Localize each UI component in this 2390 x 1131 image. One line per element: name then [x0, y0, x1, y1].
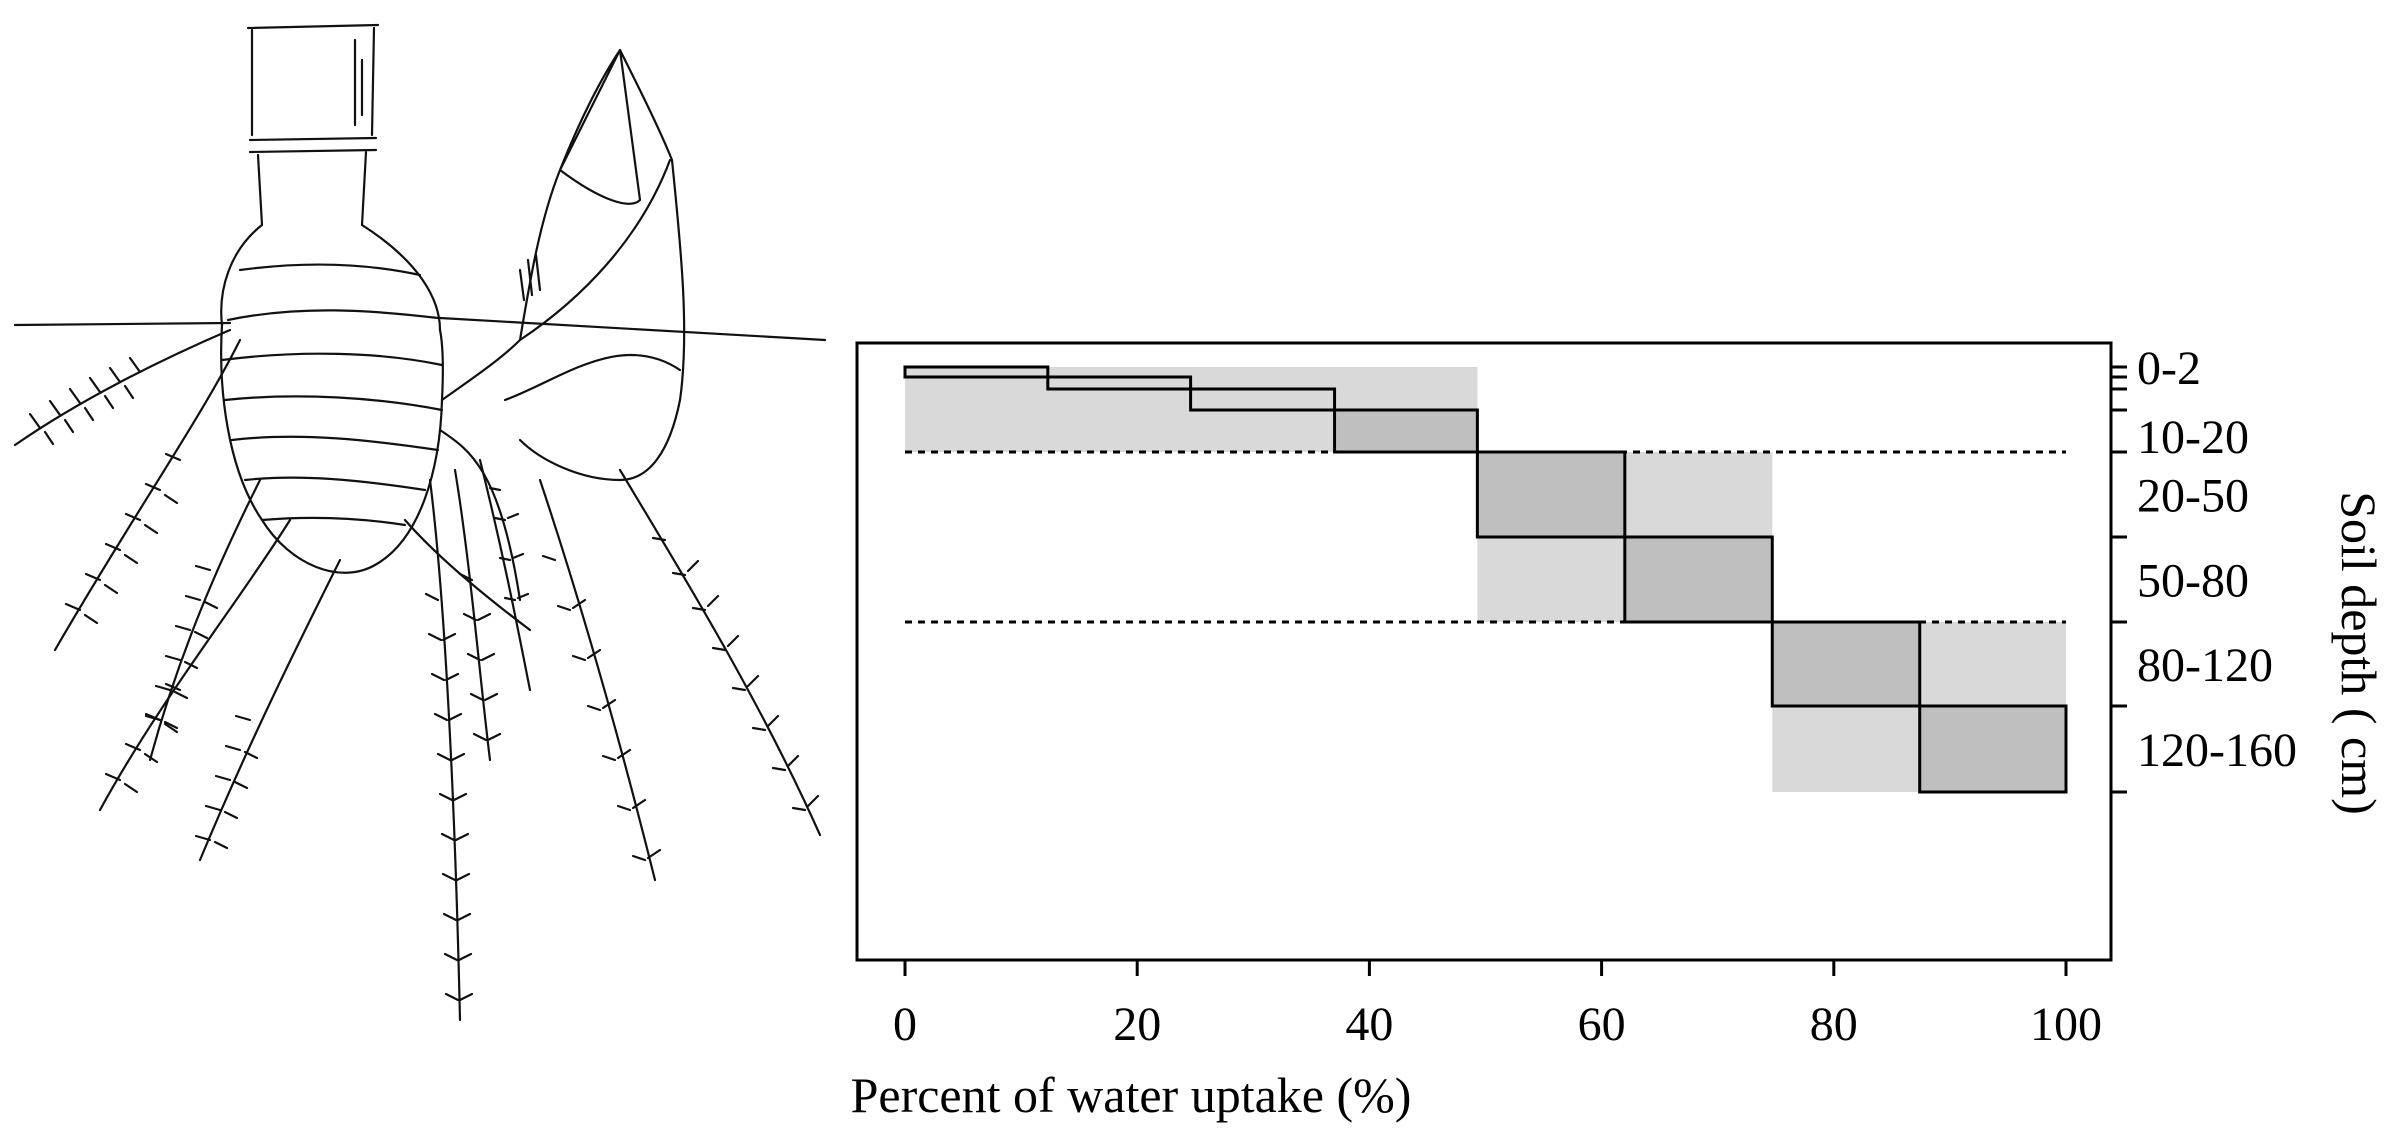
- x-tick-label-0: 0: [893, 998, 917, 1051]
- x-tick-label-20: 20: [1113, 998, 1161, 1051]
- bamboo-culm: [220, 23, 442, 332]
- x-tick-label-60: 60: [1578, 998, 1626, 1051]
- water-uptake-chart: 0 20 40 60 80 100 0-2 10-20 20-50 50-80 80-120 120…: [851, 341, 2387, 1123]
- x-axis: 0 20 40 60 80 100: [893, 960, 2102, 1051]
- bars-layer: [903, 365, 2068, 794]
- plot-frame: [855, 341, 2113, 962]
- uptake-bar-0-2: [903, 365, 1050, 379]
- uptake-bar-20-50: [1475, 450, 1627, 539]
- y-tick-label-10-20: 10-20: [2137, 411, 2249, 464]
- uptake-bar-120-160: [1918, 704, 2068, 794]
- y-tick-label-20-50: 20-50: [2137, 470, 2249, 523]
- x-tick-label-40: 40: [1345, 998, 1393, 1051]
- y-tick-label-0-2: 0-2: [2137, 342, 2201, 395]
- y-tick-label-120-160: 120-160: [2137, 724, 2297, 777]
- y-tick-label-80-120: 80-120: [2137, 639, 2273, 692]
- y-tick-label-50-80: 50-80: [2137, 555, 2249, 608]
- y-axis: 0-2 10-20 20-50 50-80 80-120 120-160: [2111, 342, 2297, 794]
- root-hairs: [28, 356, 820, 1002]
- bamboo-root-illustration: [13, 23, 827, 1022]
- x-axis-label: Percent of water uptake (%): [851, 1067, 1412, 1123]
- x-tick-label-80: 80: [1810, 998, 1858, 1051]
- x-tick-label-100: 100: [2030, 998, 2102, 1051]
- uptake-bar-5-10: [1189, 387, 1337, 412]
- roots: [13, 328, 822, 1022]
- uptake-bar-50-80: [1623, 535, 1774, 624]
- uptake-bar-10-20: [1333, 408, 1479, 454]
- bamboo-bulb: [220, 263, 444, 574]
- bamboo-shoot: [440, 48, 686, 482]
- y-axis-label: Soil depth ( cm): [2331, 491, 2387, 815]
- uptake-bar-80-120: [1770, 620, 1922, 708]
- ground-line: [13, 316, 827, 342]
- uptake-bar-2-5: [1046, 375, 1193, 391]
- zones-layer: [905, 367, 2066, 792]
